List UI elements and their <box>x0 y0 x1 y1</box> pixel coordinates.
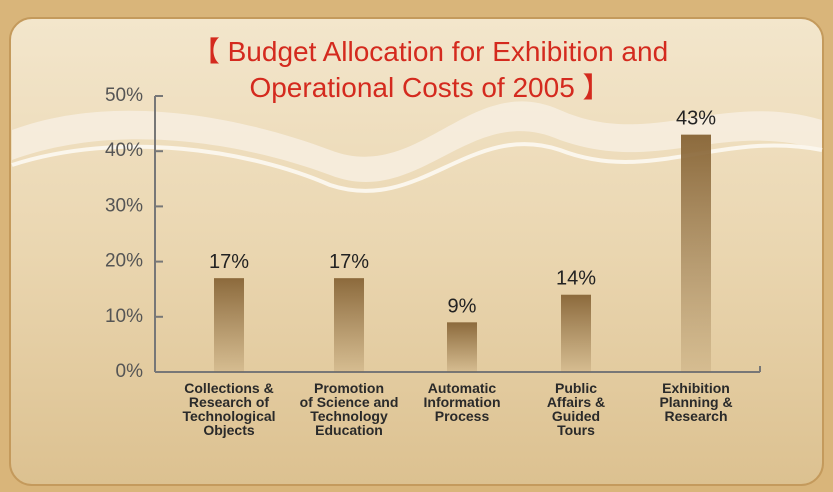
x-tick-label: Collections & Research of Technological … <box>182 380 276 438</box>
x-tick-label: Exhibition Planning & Research <box>659 380 733 424</box>
y-tick-label: 50% <box>105 85 143 106</box>
x-tick-label: Public Affairs & Guided Tours <box>546 380 606 438</box>
y-tick-label: 20% <box>105 251 143 272</box>
bar <box>447 322 477 372</box>
y-tick-label: 40% <box>105 140 143 161</box>
value-label: 43% <box>676 108 716 130</box>
wave <box>12 101 822 182</box>
plot: 0% 10% 20% 30% 40% 50% 17% 17% 9% 14% 43% <box>105 85 761 382</box>
value-label: 17% <box>209 251 249 273</box>
value-label: 17% <box>329 251 369 273</box>
x-tick-label: Promotion of Science and Technology Educ… <box>299 380 399 438</box>
chart-title: 【 Budget Allocation for Exhibition and O… <box>191 36 669 103</box>
y-tick-label: 0% <box>116 361 144 382</box>
y-tick-label: 10% <box>105 306 143 327</box>
x-tick-label: Automatic Information Process <box>423 380 501 424</box>
value-label: 9% <box>448 295 477 317</box>
value-label: 14% <box>556 268 596 290</box>
bar <box>561 294 591 372</box>
bar <box>681 134 711 372</box>
bar <box>334 278 364 372</box>
bar <box>214 278 244 372</box>
y-tick-label: 30% <box>105 195 143 216</box>
